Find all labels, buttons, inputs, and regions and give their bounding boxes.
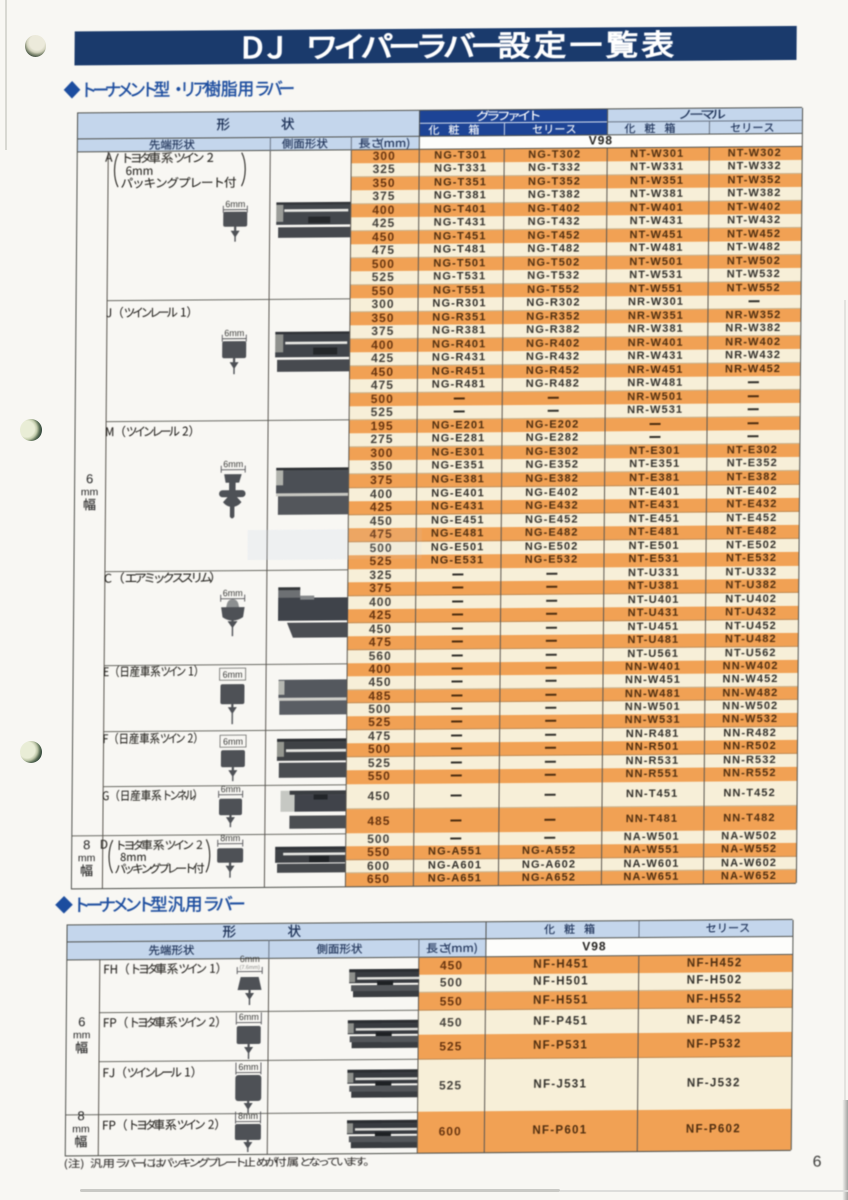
svg-text:mm: mm [78,852,96,864]
svg-text:(7.6mm): (7.6mm) [239,965,260,971]
svg-text:mm: mm [72,1123,90,1135]
svg-text:6mm: 6mm [223,459,243,469]
svg-text:6mm: 6mm [223,737,243,747]
svg-text:6mm: 6mm [225,199,245,209]
svg-text:6mm: 6mm [221,784,241,794]
svg-text:mm: mm [73,1029,91,1041]
svg-text:6mm: 6mm [223,588,243,598]
svg-text:8mm: 8mm [220,833,240,843]
svg-text:8: 8 [83,837,90,852]
svg-text:6: 6 [813,1154,822,1171]
svg-text:8mm: 8mm [238,1111,258,1121]
svg-text:6: 6 [78,1014,85,1029]
svg-text:6mm: 6mm [224,328,244,338]
svg-text:8: 8 [77,1108,84,1123]
svg-text:6: 6 [86,471,93,486]
svg-text:6mm: 6mm [223,670,243,680]
svg-text:6mm: 6mm [239,1012,259,1022]
svg-text:mm: mm [81,486,99,498]
svg-text:6mm: 6mm [240,954,260,964]
svg-text:6mm: 6mm [238,1062,258,1072]
